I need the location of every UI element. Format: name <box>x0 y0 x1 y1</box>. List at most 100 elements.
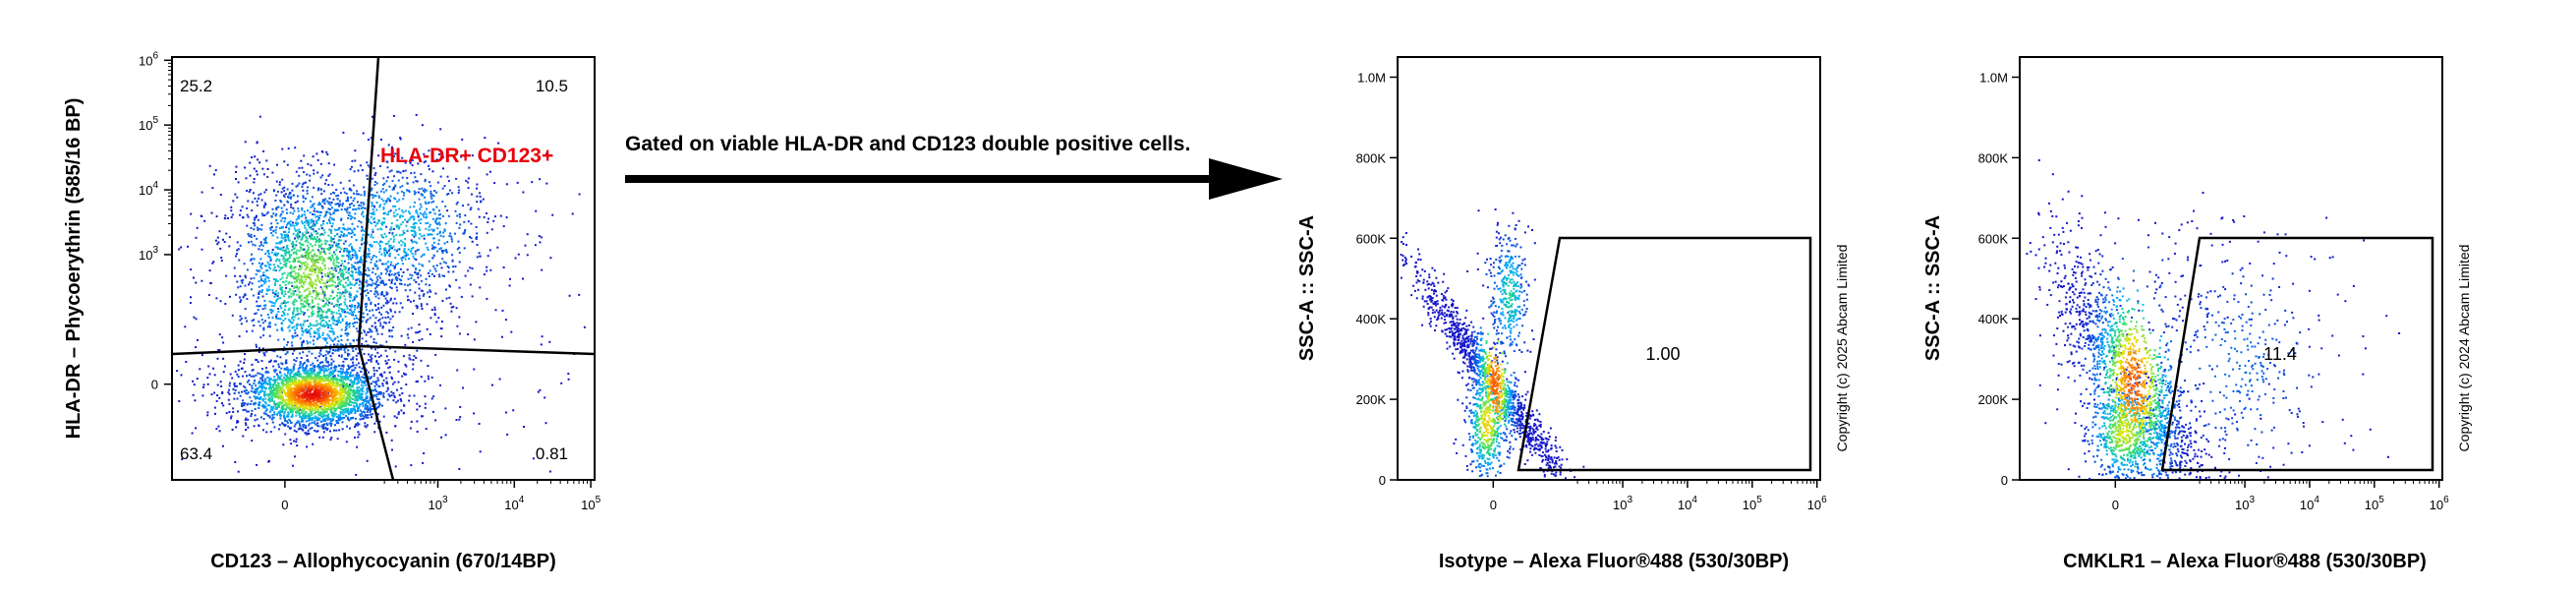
event-dot <box>387 240 390 243</box>
event-dot <box>345 371 348 373</box>
event-dot <box>283 403 286 406</box>
event-dot <box>253 375 256 378</box>
event-dot <box>352 361 354 364</box>
event-dot <box>340 376 343 379</box>
event-dot <box>288 427 291 430</box>
event-dot <box>258 404 260 407</box>
event-dot <box>257 229 259 231</box>
event-dot <box>459 215 461 218</box>
event-dot <box>306 320 309 323</box>
event-dot <box>348 291 351 294</box>
event-dot <box>334 285 337 287</box>
event-dot <box>300 298 303 301</box>
event-dot <box>301 185 304 188</box>
event-dot <box>190 296 192 299</box>
event-dot <box>290 267 293 270</box>
event-dot <box>289 374 292 377</box>
event-dot <box>327 368 330 371</box>
event-dot <box>347 390 350 393</box>
event-dot <box>388 185 391 188</box>
event-dot <box>364 397 367 400</box>
event-dot <box>390 281 393 284</box>
event-dot <box>241 405 244 407</box>
event-dot <box>435 222 438 224</box>
event-dot <box>372 236 374 239</box>
event-dot <box>425 242 428 245</box>
event-dot <box>230 206 233 208</box>
event-dot <box>253 382 256 384</box>
event-dot <box>330 423 333 425</box>
event-dot <box>387 393 390 396</box>
event-dot <box>337 282 340 285</box>
event-dot <box>491 384 493 386</box>
event-dot <box>264 278 266 280</box>
event-dot <box>367 313 369 316</box>
event-dot <box>270 251 273 254</box>
event-dot <box>228 388 230 391</box>
event-dot <box>300 299 303 302</box>
event-dot <box>308 224 310 227</box>
event-dot <box>249 189 252 191</box>
event-dot <box>458 261 461 264</box>
event-dot <box>271 406 274 409</box>
event-dot <box>331 244 334 247</box>
event-dot <box>380 223 383 226</box>
event-dot <box>305 296 308 299</box>
event-dot <box>387 249 390 252</box>
event-dot <box>412 215 415 218</box>
event-dot <box>296 257 299 260</box>
event-dot <box>279 262 282 265</box>
event-dot <box>277 390 280 393</box>
event-dot <box>424 380 427 383</box>
event-dot <box>263 391 266 394</box>
event-dot <box>372 393 375 396</box>
event-dot <box>456 369 459 372</box>
event-dot <box>359 270 362 273</box>
event-dot <box>352 265 355 267</box>
event-dot <box>258 290 261 293</box>
event-dot <box>244 317 247 320</box>
event-dot <box>381 383 384 385</box>
event-dot <box>320 268 323 271</box>
event-dot <box>447 180 450 182</box>
event-dot <box>430 201 433 204</box>
event-dot <box>401 185 404 188</box>
event-dot <box>305 261 308 264</box>
event-dot <box>307 186 309 189</box>
event-dot <box>338 246 341 249</box>
event-dot <box>280 386 283 389</box>
event-dot <box>375 241 378 243</box>
event-dot <box>372 282 374 285</box>
event-dot <box>311 196 314 199</box>
event-dot <box>371 283 372 286</box>
event-dot <box>339 402 342 405</box>
event-dot <box>308 287 311 290</box>
event-dot <box>339 322 342 324</box>
event-dot <box>280 219 283 222</box>
event-dot <box>313 222 315 225</box>
event-dot <box>250 375 253 378</box>
event-dot <box>538 235 541 238</box>
event-dot <box>413 240 416 243</box>
event-dot <box>398 225 401 228</box>
event-dot <box>372 375 375 378</box>
event-dot <box>353 283 356 286</box>
event-dot <box>394 152 397 155</box>
event-dot <box>418 297 421 300</box>
event-dot <box>476 232 479 235</box>
event-dot <box>315 230 317 233</box>
event-dot <box>310 375 313 378</box>
event-dot <box>403 192 405 195</box>
event-dot <box>351 229 354 232</box>
event-dot <box>396 248 399 251</box>
event-dot <box>305 302 308 305</box>
event-dot <box>372 267 374 270</box>
event-dot <box>200 191 203 194</box>
event-dot <box>271 207 274 210</box>
event-dot <box>309 341 312 344</box>
event-dot <box>316 422 319 425</box>
event-dot <box>312 257 315 260</box>
event-dot <box>308 419 311 421</box>
event-dot <box>406 268 409 271</box>
event-dot <box>361 169 364 171</box>
